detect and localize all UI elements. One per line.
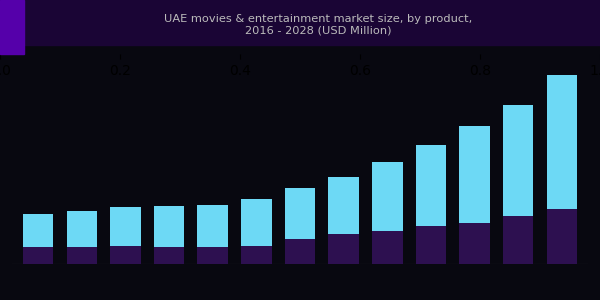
Bar — [416, 145, 446, 226]
Bar — [372, 162, 403, 231]
Bar — [110, 207, 141, 246]
Bar — [285, 239, 315, 264]
Bar — [416, 226, 446, 264]
Bar — [67, 247, 97, 264]
Bar — [154, 247, 184, 264]
Bar — [328, 177, 359, 235]
Bar — [503, 105, 533, 216]
Bar — [110, 246, 141, 264]
Bar — [241, 246, 272, 264]
Bar — [328, 235, 359, 264]
Bar — [154, 206, 184, 247]
Bar — [241, 199, 272, 246]
Text: UAE movies & entertainment market size, by product,
2016 - 2028 (USD Million): UAE movies & entertainment market size, … — [164, 14, 472, 35]
Bar — [372, 231, 403, 264]
Bar — [547, 75, 577, 209]
Bar — [23, 214, 53, 247]
Bar — [459, 126, 490, 223]
Bar — [459, 223, 490, 264]
Bar — [23, 247, 53, 264]
Bar — [197, 205, 228, 247]
Bar — [197, 247, 228, 264]
Bar — [503, 216, 533, 264]
Bar — [285, 188, 315, 239]
Bar — [547, 209, 577, 264]
Legend: Box Office, OTT Platforms: Box Office, OTT Platforms — [212, 297, 388, 300]
Bar — [67, 211, 97, 247]
